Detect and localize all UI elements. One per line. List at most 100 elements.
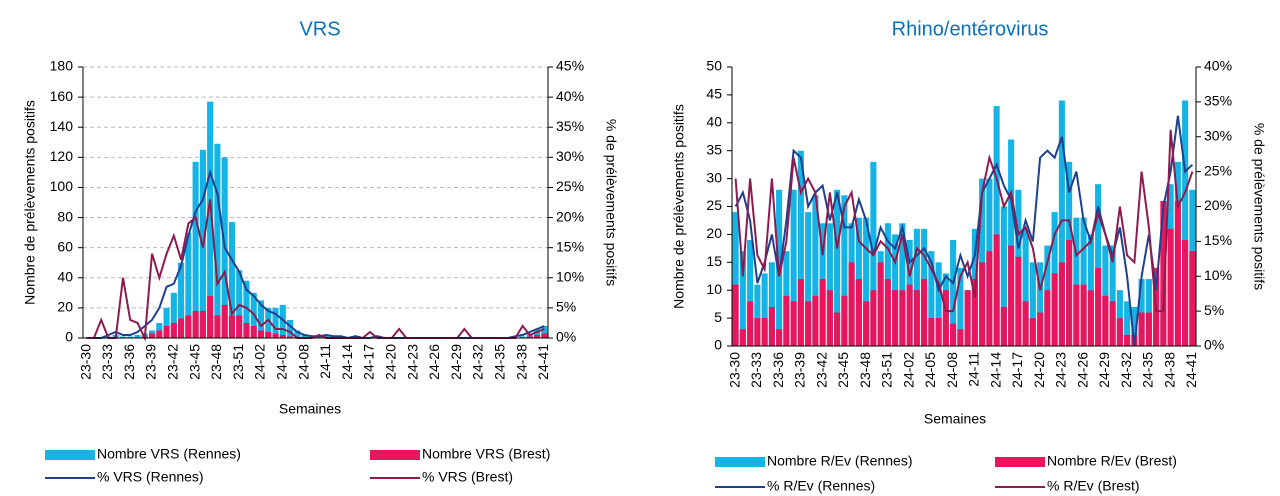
y-tick-label: 15	[706, 253, 722, 269]
bar	[979, 262, 986, 346]
bar	[892, 290, 899, 346]
x-tick-label: 23-51	[230, 344, 246, 380]
chart-subtitle: VRS	[299, 18, 340, 40]
x-tick-label: 24-17	[361, 344, 377, 380]
x-tick-label: 24-35	[1140, 352, 1156, 388]
x-tick-label: 24-32	[470, 344, 486, 380]
y-tick-label: 45	[706, 86, 722, 102]
y-tick-label: 5	[714, 309, 722, 325]
x-tick-label: 24-20	[1031, 352, 1047, 388]
x-tick-label: 24-17	[1009, 352, 1025, 388]
bar	[747, 239, 754, 346]
x-tick-label: 24-08	[944, 352, 960, 388]
y2-tick-label: 45%	[556, 58, 584, 74]
bar	[163, 307, 170, 338]
bar	[913, 290, 920, 346]
y2-tick-label: 15%	[1204, 232, 1232, 248]
bar	[950, 323, 957, 346]
y-tick-label: 100	[50, 178, 74, 194]
bar	[1022, 228, 1029, 346]
legend-label: % VRS (Rennes)	[97, 469, 204, 485]
bar	[323, 334, 330, 338]
bar	[1000, 206, 1007, 346]
y2-tick-label: 35%	[556, 118, 584, 134]
bar	[178, 262, 185, 338]
x-tick-label: 23-39	[143, 344, 159, 380]
bar	[170, 322, 177, 338]
bar	[935, 318, 942, 346]
y2-tick-label: 30%	[556, 148, 584, 164]
bar	[863, 301, 870, 346]
bar	[1095, 184, 1102, 346]
y-tick-label: 50	[706, 58, 722, 74]
bar	[185, 315, 192, 338]
line	[734, 129, 1194, 313]
bar	[826, 223, 833, 346]
bar	[877, 262, 884, 346]
x-tick-label: 24-35	[491, 344, 507, 380]
x-tick-label: 23-48	[208, 344, 224, 380]
x-tick-label: 24-26	[426, 344, 442, 380]
x-tick-label: 23-42	[813, 352, 829, 388]
bar	[1102, 295, 1109, 346]
bar	[870, 290, 877, 346]
bar	[1029, 262, 1036, 346]
bar	[287, 336, 294, 338]
legend-label: % R/Ev (Rennes)	[767, 478, 875, 494]
line	[86, 168, 545, 340]
legend-label: Nombre VRS (Rennes)	[97, 446, 241, 462]
x-tick-label: 24-11	[966, 352, 982, 387]
bar	[228, 315, 235, 338]
y-tick-label: 10	[706, 281, 722, 297]
x-tick-label: 24-11	[317, 344, 333, 379]
bar	[899, 223, 906, 346]
bar	[287, 319, 294, 338]
bar	[541, 325, 548, 338]
bar	[797, 279, 804, 346]
y2-tick-label: 15%	[556, 238, 584, 254]
y2-tick-label: 20%	[556, 208, 584, 224]
bar	[192, 310, 199, 338]
y-tick-label: 20	[706, 225, 722, 241]
x-axis-title: Semaines	[924, 411, 986, 427]
y-axis-title: Nombre de prélèvements positifs	[22, 100, 38, 305]
bar	[761, 318, 768, 346]
y2-tick-label: 25%	[1204, 162, 1232, 178]
bar	[841, 295, 848, 346]
bar	[950, 239, 957, 346]
y-tick-label: 40	[706, 114, 722, 130]
x-tick-label: 24-23	[404, 344, 420, 380]
bar	[1124, 301, 1131, 346]
bar	[519, 336, 526, 338]
bar	[732, 284, 739, 346]
bar	[986, 251, 993, 346]
y2-tick-label: 0%	[1204, 337, 1224, 353]
bar	[834, 312, 841, 346]
bar	[534, 328, 541, 338]
bar	[1022, 301, 1029, 346]
x-tick-label: 23-51	[879, 352, 895, 388]
bar	[1109, 245, 1116, 346]
bar	[1080, 284, 1087, 346]
y-tick-label: 140	[50, 118, 74, 134]
y-tick-label: 120	[50, 148, 74, 164]
bar	[294, 330, 301, 338]
y2-tick-label: 10%	[556, 268, 584, 284]
legend-label: Nombre R/Ev (Brest)	[1047, 453, 1177, 469]
bar	[221, 304, 228, 338]
bar	[214, 143, 221, 338]
bar	[1080, 217, 1087, 346]
y2-axis-title: % de prélèvements positifs	[1251, 123, 1267, 290]
legend-swatch	[995, 457, 1045, 467]
y2-axis-title: % de prélèvements positifs	[603, 119, 619, 286]
y-tick-label: 160	[50, 88, 74, 104]
y2-tick-label: 5%	[556, 299, 576, 315]
legend-swatch	[370, 450, 420, 460]
bar	[1037, 262, 1044, 346]
bar	[148, 333, 156, 338]
legend-swatch	[45, 450, 95, 460]
bar	[1015, 256, 1022, 346]
x-tick-label: 23-30	[726, 352, 742, 388]
bar	[805, 212, 812, 346]
bar	[783, 295, 790, 346]
